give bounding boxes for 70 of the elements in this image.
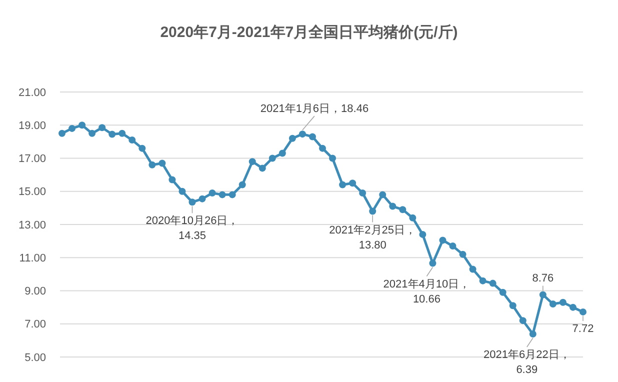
point — [459, 250, 466, 258]
annotation: 2021年6月22日，6.39 — [483, 348, 570, 376]
point — [389, 202, 396, 210]
point — [339, 181, 346, 188]
point — [58, 130, 66, 137]
point — [98, 124, 106, 132]
point — [188, 198, 196, 206]
point — [489, 280, 496, 287]
chart-title: 2020年7月-2021年7月全国日平均猪价(元/斤) — [160, 24, 458, 41]
y-tick-label: 13.00 — [18, 219, 46, 232]
point — [178, 188, 186, 195]
point — [409, 214, 416, 222]
y-tick-label: 19.00 — [18, 120, 46, 132]
point — [248, 158, 256, 166]
point — [419, 230, 426, 238]
point — [519, 317, 526, 324]
point — [509, 302, 516, 310]
point — [148, 161, 156, 168]
point — [198, 195, 206, 202]
point — [128, 136, 136, 144]
point — [329, 154, 336, 162]
point — [258, 164, 266, 172]
point — [539, 291, 546, 298]
y-tick-label: 21.00 — [18, 86, 46, 99]
point — [559, 298, 566, 306]
point — [278, 150, 286, 157]
annotation: 2021年2月25日，13.80 — [329, 224, 416, 252]
y-tick-label: 15.00 — [18, 186, 46, 198]
point — [78, 122, 86, 129]
point — [228, 191, 236, 198]
point — [399, 206, 406, 214]
annotation: 2021年1月6日，18.46 — [260, 103, 369, 116]
y-tick-label: 5.00 — [24, 352, 46, 364]
point — [359, 190, 366, 197]
y-tick-label: 17.00 — [18, 153, 46, 166]
y-tick-label: 9.00 — [24, 286, 46, 298]
point — [208, 190, 216, 197]
point — [268, 154, 276, 162]
point — [218, 191, 226, 198]
point — [549, 300, 556, 308]
point — [379, 191, 386, 198]
point — [288, 134, 296, 142]
point — [308, 133, 316, 140]
point — [369, 208, 376, 215]
y-tick-label: 11.00 — [19, 252, 46, 264]
point — [569, 304, 576, 311]
point — [499, 288, 506, 296]
point — [88, 130, 96, 137]
point — [429, 260, 436, 267]
y-tick-label: 7.00 — [24, 318, 46, 331]
point — [138, 144, 146, 152]
point — [238, 181, 246, 188]
point — [298, 130, 306, 138]
point — [168, 176, 176, 184]
annotation: 8.76 — [532, 272, 554, 285]
point — [158, 160, 166, 167]
point — [118, 130, 126, 137]
point — [319, 144, 326, 152]
point — [580, 308, 586, 316]
annotation: 7.72 — [572, 322, 594, 335]
point — [349, 180, 356, 187]
point — [469, 266, 476, 273]
point — [479, 277, 486, 284]
point — [529, 330, 536, 338]
point — [449, 242, 456, 250]
point — [439, 236, 446, 244]
point — [68, 124, 76, 132]
annotation: 2020年10月26日，14.35 — [146, 215, 239, 242]
point — [108, 130, 116, 138]
annotation: 2021年4月10日，10.66 — [383, 278, 470, 306]
